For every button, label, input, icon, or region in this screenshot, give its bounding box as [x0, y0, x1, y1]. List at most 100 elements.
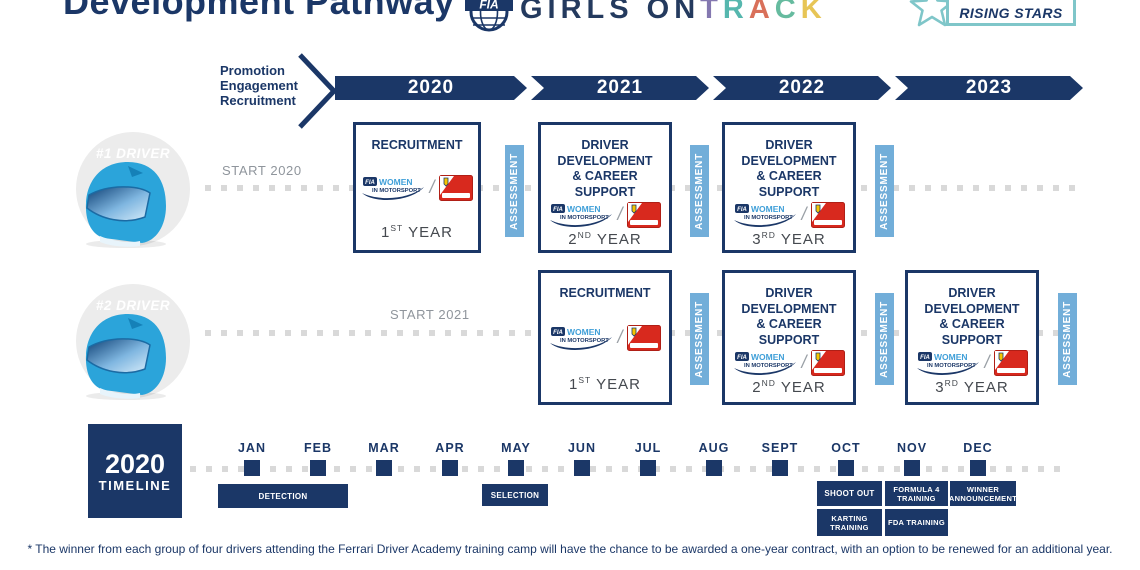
ferrari-driver-academy-logo: [993, 350, 1028, 376]
timeline-year-box: 2020 TIMELINE: [88, 424, 182, 518]
month-cell: FEB: [298, 441, 338, 476]
svg-text:FIA: FIA: [366, 180, 376, 186]
svg-text:IN MOTORSPORT: IN MOTORSPORT: [372, 188, 421, 194]
month-marker: [970, 460, 986, 476]
month-label: AUG: [698, 441, 730, 455]
milestone-shoot-out: SHOOT OUT: [817, 481, 882, 506]
timeline-year: 2020: [104, 448, 166, 479]
box-title: RECRUITMENT: [559, 286, 651, 300]
month-label: DEC: [963, 441, 993, 455]
month-cell: APR: [430, 441, 470, 476]
year-label: 2021: [596, 77, 644, 98]
women-in-motorsport-logo: FIA WOMEN IN MOTORSPORT: [550, 327, 613, 351]
women-in-motorsport-logo: FIA WOMEN IN MOTORSPORT: [362, 177, 425, 201]
box-title: RECRUITMENT: [371, 138, 463, 152]
month-cell: JAN: [232, 441, 272, 476]
milestone-fda-training: FDA TRAINING: [885, 509, 948, 536]
box-year: 3RD YEAR: [935, 378, 1009, 396]
promo-line-3: Recruitment: [220, 93, 296, 108]
girls-on-text: GIRLS ON: [520, 0, 701, 25]
women-in-motorsport-logo: FIA WOMEN IN MOTORSPORT: [734, 204, 797, 227]
box-driver2-year2: DRIVER DEVELOPMENT & CAREER SUPPORT FIA …: [722, 270, 856, 405]
logo-row: FIA WOMEN IN MOTORSPORT /: [733, 200, 845, 230]
year-banner-2022: 2022: [713, 76, 891, 100]
month-marker: [376, 460, 392, 476]
svg-text:IN MOTORSPORT: IN MOTORSPORT: [560, 215, 609, 221]
assessment-bar: ASSESSMENT: [1058, 293, 1077, 385]
month-label: FEB: [304, 441, 332, 455]
timeline-title: TIMELINE: [98, 477, 172, 493]
start-label-driver2: START 2021: [390, 307, 470, 322]
milestone-formula4-training: FORMULA 4 TRAINING: [885, 481, 948, 506]
start-label-driver1: START 2020: [222, 163, 302, 178]
logo-separator: /: [617, 326, 623, 347]
svg-text:WOMEN: WOMEN: [751, 204, 785, 214]
track-letter: A: [748, 0, 775, 25]
year-banner-2020: 2020: [335, 76, 527, 100]
month-cell: DEC: [958, 441, 998, 476]
track-letter: C: [774, 0, 801, 25]
svg-text:FIA: FIA: [479, 0, 498, 12]
helmet-icon: [85, 314, 166, 400]
year-label: 2022: [778, 77, 826, 98]
month-label: SEPT: [761, 441, 799, 455]
box-driver1-year2: DRIVER DEVELOPMENT & CAREER SUPPORT FIA …: [538, 122, 672, 253]
logo-row: FIA WOMEN IN MOTORSPORT /: [549, 323, 661, 353]
box-year: 1ST YEAR: [381, 223, 453, 241]
month-label: APR: [435, 441, 465, 455]
month-marker: [244, 460, 260, 476]
month-marker: [310, 460, 326, 476]
svg-text:WOMEN: WOMEN: [751, 352, 785, 362]
box-title: DRIVER DEVELOPMENT & CAREER SUPPORT: [741, 286, 837, 347]
logo-separator: /: [984, 351, 990, 372]
box-year: 2ND YEAR: [752, 378, 826, 396]
women-in-motorsport-logo: FIA WOMEN IN MOTORSPORT: [550, 204, 613, 227]
assessment-bar: ASSESSMENT: [875, 293, 894, 385]
month-cell: NOV: [892, 441, 932, 476]
ferrari-driver-academy-logo: [810, 350, 845, 376]
track-text: TRACK: [700, 0, 827, 26]
track-letter: R: [722, 0, 749, 25]
logo-row: FIA WOMEN IN MOTORSPORT /: [361, 173, 473, 203]
box-title: DRIVER DEVELOPMENT & CAREER SUPPORT: [741, 138, 837, 199]
year-banner-2023: 2023: [895, 76, 1083, 100]
svg-text:FIA: FIA: [921, 355, 931, 361]
assessment-bar: ASSESSMENT: [690, 145, 709, 237]
svg-text:FIA: FIA: [554, 330, 564, 336]
milestone-winner-announcement: WINNER ANNOUNCEMENT: [949, 481, 1017, 506]
milestone-karting-training: KARTING TRAINING: [817, 509, 882, 536]
promo-line-1: Promotion: [220, 63, 285, 78]
box-driver2-year3: DRIVER DEVELOPMENT & CAREER SUPPORT FIA …: [905, 270, 1039, 405]
svg-text:FIA: FIA: [738, 355, 748, 361]
month-cell: JUN: [562, 441, 602, 476]
logo-separator: /: [429, 176, 435, 197]
dotted-line: [190, 466, 1062, 472]
month-marker: [640, 460, 656, 476]
month-label: OCT: [831, 441, 861, 455]
milestone-detection: DETECTION: [218, 484, 348, 508]
driver2-badge: #2 DRIVER: [76, 284, 190, 400]
month-label: JUL: [634, 441, 662, 455]
driver2-label: #2 DRIVER: [95, 298, 171, 313]
ferrari-driver-academy-logo: [626, 325, 661, 352]
ferrari-driver-academy-logo: [626, 202, 661, 228]
page-title: Development Pathway: [63, 0, 455, 22]
track-letter: T: [700, 0, 723, 25]
month-cell: MAY: [496, 441, 536, 476]
svg-text:WOMEN: WOMEN: [567, 327, 601, 337]
month-marker: [838, 460, 854, 476]
month-label: JAN: [237, 441, 266, 455]
svg-text:WOMEN: WOMEN: [934, 352, 968, 362]
box-driver1-year3: DRIVER DEVELOPMENT & CAREER SUPPORT FIA …: [722, 122, 856, 253]
months-row: JAN FEB MAR APR MAY JUN JUL AUG SEPT OCT NOV DEC: [232, 441, 998, 476]
month-label: MAY: [501, 441, 531, 455]
month-label: MAR: [368, 441, 400, 455]
box-year: 1ST YEAR: [569, 375, 641, 393]
box-driver1-year1: RECRUITMENT FIA WOMEN IN MOTORSPORT / 1S…: [353, 122, 481, 253]
svg-text:WOMEN: WOMEN: [379, 177, 413, 187]
month-marker: [508, 460, 524, 476]
month-marker: [904, 460, 920, 476]
month-label: NOV: [896, 441, 928, 455]
women-in-motorsport-logo: FIA WOMEN IN MOTORSPORT: [734, 352, 797, 375]
women-in-motorsport-logo: FIA WOMEN IN MOTORSPORT: [917, 352, 980, 375]
